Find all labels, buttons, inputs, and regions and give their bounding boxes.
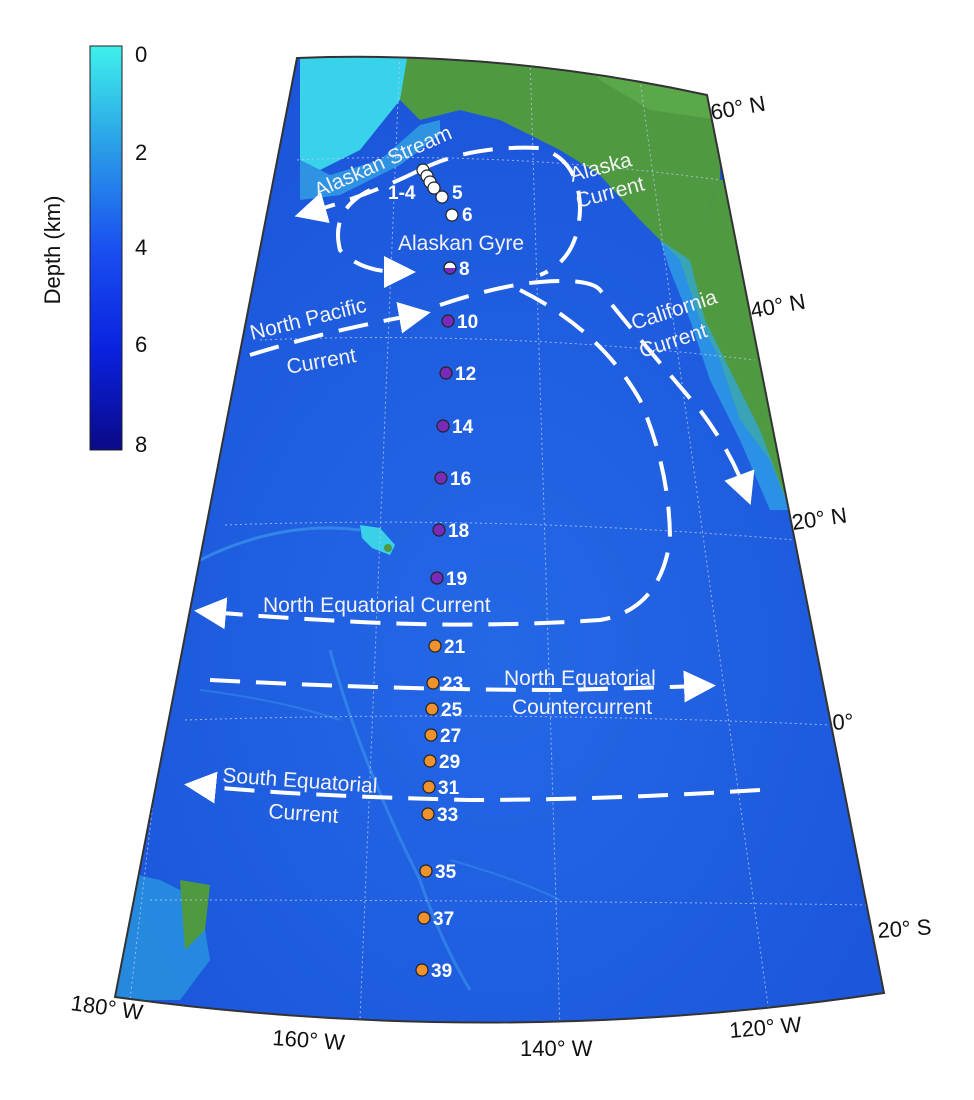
station-label: 35 xyxy=(435,862,457,883)
colorbar-tick: 6 xyxy=(135,332,147,357)
station-marker xyxy=(430,571,444,585)
depth-colorbar: Depth (km) 0 2 4 6 8 xyxy=(40,42,147,457)
station-label: 21 xyxy=(444,637,466,658)
station-marker xyxy=(439,366,453,380)
station-label: 14 xyxy=(452,417,474,438)
south-equatorial-label-2: Current xyxy=(268,800,340,828)
stations: 1-4 5 6 8 10 12 14 16 18 19 21 23 25 27 xyxy=(388,163,478,982)
station-marker xyxy=(419,864,433,878)
station-marker xyxy=(441,314,455,328)
lat-label-20s: 20° S xyxy=(877,914,933,943)
lon-label-120w: 120° W xyxy=(728,1012,803,1043)
station-label: 29 xyxy=(439,752,460,773)
station-marker xyxy=(435,190,449,204)
station-marker xyxy=(421,807,435,821)
station-label: 23 xyxy=(442,674,463,695)
north-equatorial-label: North Equatorial Current xyxy=(263,594,491,617)
coordinate-labels: 60° N 40° N 20° N 0° 20° S 180° W 160° W… xyxy=(69,91,932,1061)
station-label: 10 xyxy=(457,312,478,333)
map-body xyxy=(115,56,884,1023)
current-paths xyxy=(184,145,761,804)
station-label: 39 xyxy=(431,961,452,982)
station-label: 6 xyxy=(462,205,473,226)
lat-label-60n: 60° N xyxy=(709,91,768,125)
map-border xyxy=(113,55,886,1024)
station-label: 8 xyxy=(459,259,470,280)
colorbar-tick: 4 xyxy=(135,235,147,260)
station-marker xyxy=(445,208,459,222)
countercurrent-label-2: Countercurrent xyxy=(512,696,652,719)
colorbar-tick: 2 xyxy=(135,140,147,165)
station-label: 19 xyxy=(446,569,467,590)
station-marker xyxy=(443,261,457,275)
station-label: 31 xyxy=(438,778,460,799)
station-label: 1-4 xyxy=(388,183,416,204)
colorbar-tick: 0 xyxy=(135,42,147,67)
station-marker xyxy=(423,754,437,768)
station-marker xyxy=(428,639,442,653)
station-marker xyxy=(427,181,441,195)
countercurrent-label-1: North Equatorial xyxy=(504,667,656,690)
station-marker xyxy=(422,780,436,794)
lon-label-140w: 140° W xyxy=(520,1036,593,1061)
lon-label-160w: 160° W xyxy=(272,1025,346,1055)
station-label: 12 xyxy=(455,364,476,385)
colorbar-title: Depth (km) xyxy=(40,196,65,305)
station-marker xyxy=(415,963,429,977)
lat-label-40n: 40° N xyxy=(749,289,808,323)
station-marker xyxy=(425,702,439,716)
station-label: 5 xyxy=(452,183,463,204)
station-label: 27 xyxy=(440,726,461,747)
station-marker xyxy=(432,523,446,537)
station-label: 18 xyxy=(448,521,469,542)
station-label: 25 xyxy=(441,700,463,721)
colorbar-tick: 8 xyxy=(135,432,147,457)
alaskan-gyre-label: Alaskan Gyre xyxy=(398,232,524,255)
station-marker xyxy=(417,911,431,925)
station-marker xyxy=(436,419,450,433)
station-label: 16 xyxy=(450,469,471,490)
station-label: 33 xyxy=(437,805,458,826)
station-marker xyxy=(434,471,448,485)
station-marker xyxy=(426,676,440,690)
lat-label-20n: 20° N xyxy=(790,503,848,535)
lat-label-0: 0° xyxy=(832,709,855,735)
station-marker xyxy=(424,728,438,742)
station-label: 37 xyxy=(433,909,454,930)
